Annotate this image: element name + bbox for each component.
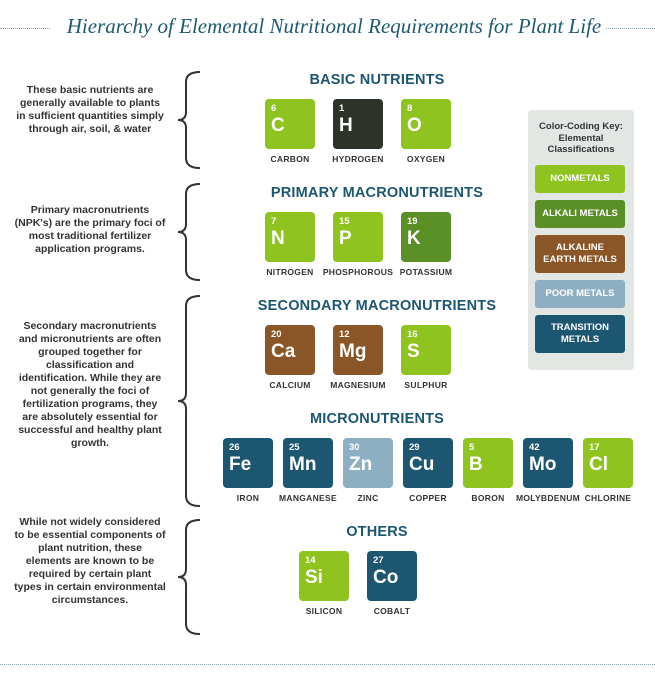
element-name: COBALT	[373, 606, 411, 616]
color-key-title: Color-Coding Key: Elemental Classificati…	[539, 121, 623, 155]
page-title: Hierarchy of Elemental Nutritional Requi…	[66, 14, 602, 38]
element-name: ZINC	[357, 493, 379, 503]
atomic-number: 25	[289, 442, 300, 453]
atomic-number: 26	[229, 442, 240, 453]
element-tile-chlorine: 17 Cl	[583, 438, 633, 488]
element-tile-boron: 5 B	[463, 438, 513, 488]
section-title-basic: BASIC NUTRIENTS	[309, 72, 445, 88]
title-rule-right	[606, 28, 655, 29]
element-name: BORON	[471, 493, 505, 503]
element-symbol: C	[271, 115, 285, 136]
element-tile-oxygen: 8 O	[401, 99, 451, 149]
element-symbol: Mn	[289, 454, 317, 475]
element-name: MOLYBDENUM	[515, 493, 581, 503]
element-name: PHOSPHOROUS	[322, 267, 394, 277]
element-symbol: Cl	[589, 454, 608, 475]
key-item-transition-metals: TRANSITION METALS	[535, 315, 625, 353]
element-symbol: Ca	[271, 341, 296, 362]
atomic-number: 8	[407, 103, 413, 114]
atomic-number: 29	[409, 442, 420, 453]
element-tile-copper: 29 Cu	[403, 438, 453, 488]
element-symbol: P	[339, 228, 352, 249]
element-symbol: K	[407, 228, 421, 249]
element-symbol: Mg	[339, 341, 367, 362]
element-name: CHLORINE	[584, 493, 632, 503]
element-tile-zinc: 30 Zn	[343, 438, 393, 488]
brace-basic	[177, 71, 201, 169]
note-basic: These basic nutrients are generally avai…	[16, 84, 164, 135]
atomic-number: 20	[271, 329, 282, 340]
atomic-number: 30	[349, 442, 360, 453]
element-symbol: H	[339, 115, 353, 136]
element-name: MANGANESE	[279, 493, 337, 503]
atomic-number: 27	[373, 555, 384, 566]
element-tile-hydrogen: 1 H	[333, 99, 383, 149]
element-name: COPPER	[409, 493, 447, 503]
note-primary: Primary macronutrients (NPK's) are the p…	[14, 204, 166, 255]
element-symbol: Si	[305, 567, 323, 588]
element-tile-manganese: 25 Mn	[283, 438, 333, 488]
element-name: CARBON	[270, 154, 310, 164]
section-title-micro: MICRONUTRIENTS	[309, 411, 445, 427]
key-item-alkaline-earth-metals: ALKALINE EARTH METALS	[535, 235, 625, 273]
brace-primary	[177, 183, 201, 281]
element-name: MAGNESIUM	[330, 380, 386, 390]
atomic-number: 12	[339, 329, 350, 340]
element-name: HYDROGEN	[332, 154, 384, 164]
brace-others	[177, 519, 201, 635]
element-symbol: Zn	[349, 454, 373, 475]
element-symbol: Mo	[529, 454, 557, 475]
atomic-number: 42	[529, 442, 540, 453]
key-item-alkali-metals: ALKALI METALS	[535, 200, 625, 228]
brace-secondary-micro	[177, 295, 201, 507]
element-tile-iron: 26 Fe	[223, 438, 273, 488]
section-title-primary: PRIMARY MACRONUTRIENTS	[270, 185, 484, 201]
title-rule-left	[0, 28, 50, 29]
element-symbol: B	[469, 454, 483, 475]
element-tile-calcium: 20 Ca	[265, 325, 315, 375]
element-name: SULPHUR	[404, 380, 448, 390]
atomic-number: 19	[407, 216, 418, 227]
atomic-number: 17	[589, 442, 600, 453]
note-others: While not widely considered to be essent…	[14, 516, 166, 606]
element-symbol: Fe	[229, 454, 252, 475]
atomic-number: 1	[339, 103, 345, 114]
key-item-nonmetals: NONMETALS	[535, 165, 625, 193]
atomic-number: 5	[469, 442, 475, 453]
element-name: OXYGEN	[406, 154, 446, 164]
element-tile-sulphur: 16 S	[401, 325, 451, 375]
element-tile-molybdenum: 42 Mo	[523, 438, 573, 488]
element-tile-phosphorous: 15 P	[333, 212, 383, 262]
element-symbol: N	[271, 228, 285, 249]
atomic-number: 14	[305, 555, 316, 566]
element-name: SILICON	[305, 606, 343, 616]
element-symbol: S	[407, 341, 420, 362]
key-item-poor-metals: POOR METALS	[535, 280, 625, 308]
element-name: POTASSIUM	[399, 267, 453, 277]
section-title-others: OTHERS	[346, 524, 408, 540]
element-tile-cobalt: 27 Co	[367, 551, 417, 601]
element-tile-magnesium: 12 Mg	[333, 325, 383, 375]
element-tile-silicon: 14 Si	[299, 551, 349, 601]
section-title-secondary: SECONDARY MACRONUTRIENTS	[257, 298, 497, 314]
element-name: NITROGEN	[266, 267, 314, 277]
element-name: CALCIUM	[269, 380, 311, 390]
atomic-number: 6	[271, 103, 277, 114]
element-symbol: O	[407, 115, 422, 136]
bottom-rule	[0, 664, 655, 665]
note-secondary-micro: Secondary macronutrients and micronutrie…	[18, 320, 162, 449]
atomic-number: 7	[271, 216, 277, 227]
element-symbol: Co	[373, 567, 399, 588]
element-tile-carbon: 6 C	[265, 99, 315, 149]
atomic-number: 15	[339, 216, 350, 227]
element-symbol: Cu	[409, 454, 435, 475]
element-tile-nitrogen: 7 N	[265, 212, 315, 262]
element-tile-potassium: 19 K	[401, 212, 451, 262]
element-name: IRON	[236, 493, 260, 503]
atomic-number: 16	[407, 329, 418, 340]
